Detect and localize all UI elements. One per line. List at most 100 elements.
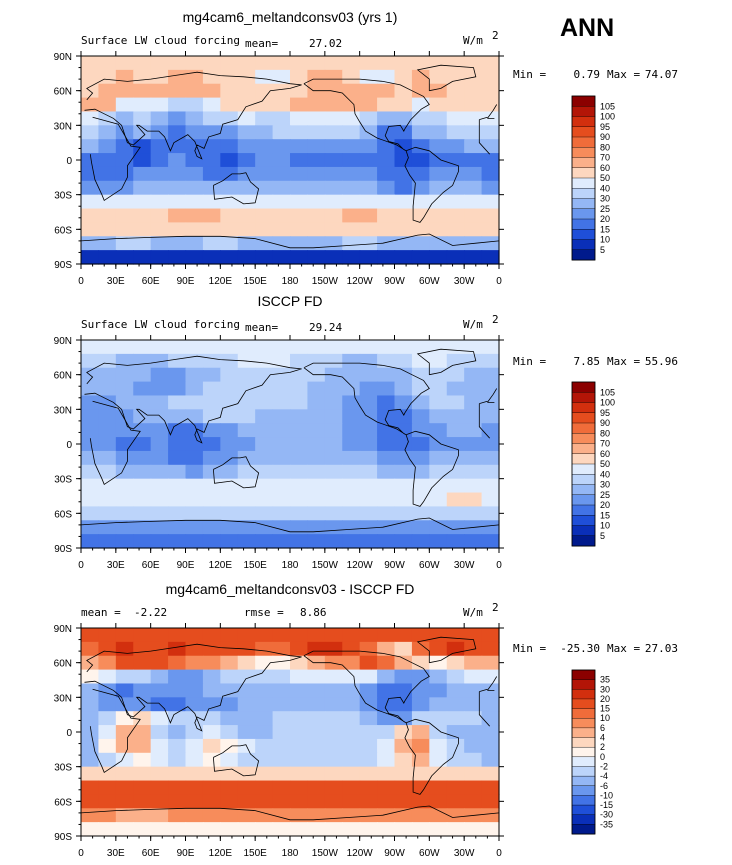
heatmap-cell (324, 69, 343, 85)
coastline (213, 744, 260, 777)
heatmap-cell (290, 506, 309, 521)
heatmap-cell (324, 395, 343, 410)
heatmap-cell (115, 464, 134, 480)
heatmap-cell (202, 340, 221, 355)
heatmap-cell (168, 125, 187, 140)
heatmap-cell (133, 766, 152, 782)
heatmap-cell (185, 395, 204, 410)
heatmap-cell (237, 683, 256, 698)
heatmap-cell (307, 381, 326, 397)
heatmap-cell (464, 381, 483, 397)
heatmap-cell (150, 808, 169, 823)
heatmap-cell (272, 669, 291, 685)
heatmap-cell (411, 766, 430, 782)
heatmap-cell (255, 166, 274, 182)
heatmap-cell (185, 492, 204, 507)
heatmap-cell (220, 353, 239, 369)
heatmap-cell (133, 83, 152, 99)
heatmap-cell (411, 166, 430, 182)
heatmap-cell (429, 166, 448, 182)
heatmap-cell (429, 208, 448, 223)
heatmap-cell (98, 250, 117, 265)
heatmap-cell (307, 236, 326, 251)
heatmap-cell (115, 353, 134, 369)
heatmap-cell (307, 437, 326, 452)
heatmap-cell (324, 97, 343, 113)
heatmap-cell (272, 492, 291, 507)
heatmap-cell (185, 153, 204, 168)
coastline (84, 643, 498, 732)
heatmap-cell (464, 423, 483, 438)
heatmap-cell (133, 628, 152, 643)
heatmap-cell (324, 208, 343, 223)
heatmap-cell (464, 83, 483, 99)
heatmap-cell (185, 180, 204, 196)
heatmap-cell (272, 153, 291, 168)
heatmap-cell (324, 437, 343, 452)
heatmap-cell (411, 153, 430, 168)
heatmap-cell (115, 738, 134, 754)
heatmap-cell (359, 780, 378, 795)
heatmap-cell (324, 822, 343, 837)
heatmap-cell (359, 464, 378, 480)
x-tick-label: 120W (347, 848, 374, 859)
colorbar-label: 100 (600, 112, 615, 122)
heatmap-cell (272, 628, 291, 643)
heatmap-cell (255, 381, 274, 397)
heatmap-cell (115, 222, 134, 237)
heatmap-cell (359, 83, 378, 99)
heatmap-cell (446, 808, 465, 823)
heatmap-cell (133, 340, 152, 355)
heatmap-cell (464, 166, 483, 182)
heatmap-cell (272, 478, 291, 494)
heatmap-cell (81, 395, 100, 410)
heatmap-cell (133, 69, 152, 85)
heatmap-cell (168, 208, 187, 223)
x-tick-label: 120W (347, 276, 374, 287)
heatmap-cell (133, 492, 152, 507)
heatmap-cell (324, 250, 343, 265)
heatmap-cell (464, 409, 483, 424)
heatmap-cell (202, 56, 221, 71)
heatmap-cell (394, 780, 413, 795)
heatmap-cell (150, 464, 169, 480)
heatmap-cell (290, 464, 309, 480)
heatmap-cell (202, 153, 221, 168)
heatmap-cell (237, 111, 256, 126)
heatmap-cell (237, 250, 256, 265)
heatmap-cell (272, 725, 291, 740)
heatmap-cell (429, 250, 448, 265)
heatmap-cell (98, 534, 117, 549)
heatmap-cell (307, 208, 326, 223)
heatmap-cell (411, 381, 430, 397)
y-tick-label: 90S (54, 544, 72, 555)
heatmap-cell (81, 628, 100, 643)
x-tick-label: 30E (107, 848, 125, 859)
heatmap-cell (429, 222, 448, 237)
heatmap-cell (359, 367, 378, 383)
heatmap-cell (255, 669, 274, 685)
heatmap-cell (255, 766, 274, 782)
heatmap-cell (377, 222, 396, 237)
heatmap-cell (324, 697, 343, 712)
colorbar-swatch (571, 433, 596, 445)
heatmap-cell (81, 236, 100, 251)
chart-subtitle: Surface LW cloud forcing (81, 34, 240, 47)
heatmap-cell (464, 153, 483, 168)
heatmap-cell (429, 752, 448, 768)
heatmap-cell (202, 395, 221, 410)
heatmap-cell (98, 478, 117, 494)
x-tick-label: 150E (243, 560, 267, 571)
heatmap-cell (150, 780, 169, 795)
heatmap-cell (290, 534, 309, 549)
heatmap-cell (429, 766, 448, 782)
heatmap-cell (168, 250, 187, 265)
heatmap-cell (133, 97, 152, 113)
heatmap-cell (255, 683, 274, 698)
heatmap-cell (324, 669, 343, 685)
heatmap-cell (255, 520, 274, 535)
heatmap-cell (464, 766, 483, 782)
x-tick-label: 0 (496, 276, 502, 287)
heatmap-cell (272, 738, 291, 754)
heatmap-cell (115, 437, 134, 452)
